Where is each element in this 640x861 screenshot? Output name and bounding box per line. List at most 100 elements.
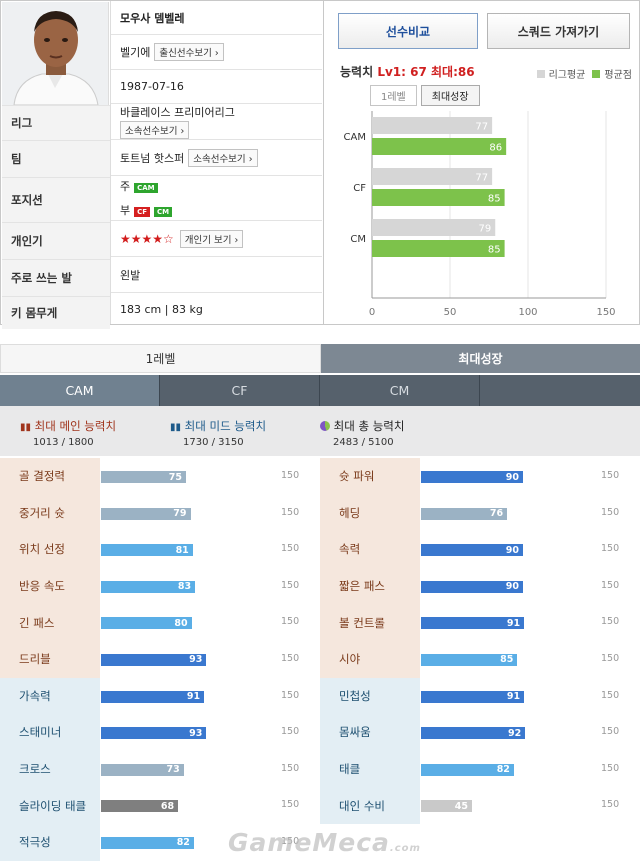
stat-row: 가속력 91 150: [0, 677, 320, 715]
bar-chart-icon: ▮▮: [170, 422, 182, 433]
stat-name: 대인 수비: [320, 787, 420, 824]
stat-name: 짧은 패스: [320, 567, 420, 605]
stat-column-left: 골 결정력 75 150 중거리 슛 79 150 위치 선정 81 150 반응 속도 83 150…: [0, 458, 320, 861]
skill-view-button[interactable]: 개인기 보기 ›: [179, 229, 244, 248]
level1-button[interactable]: 1레벨: [370, 85, 417, 106]
stat-bar-track: 91: [421, 690, 591, 703]
stat-name: 드리블: [0, 640, 100, 678]
legend-avg: 평균점: [604, 70, 632, 81]
label-team: 팀: [2, 140, 110, 177]
stat-max: 150: [281, 616, 300, 628]
tab-position-cf[interactable]: CF: [160, 375, 320, 406]
height-weight: 183 cm | 83 kg: [120, 302, 203, 316]
stat-name: 민첩성: [320, 677, 420, 715]
watermark-logo: GameMeca.com: [228, 828, 421, 857]
stat-bar-track: 93: [101, 653, 271, 666]
bar-value-label: 86: [489, 143, 502, 154]
stat-max: 150: [601, 543, 620, 555]
stat-name: 가속력: [0, 677, 100, 715]
stat-bar-track: 75: [101, 471, 271, 483]
stat-row: 태클 82 150: [320, 750, 640, 788]
stat-name: 크로스: [0, 750, 100, 788]
stat-column-right: 슛 파워 90 150 헤딩 76 150 속력 90 150 짧은 패스 90 150 볼 컨트롤 91…: [320, 458, 640, 824]
team-players-button[interactable]: 소속선수보기 ›: [188, 148, 258, 167]
tab-position-cm[interactable]: CM: [320, 375, 480, 406]
player-photo-image: [2, 2, 108, 105]
ability-panel: 선수비교 스쿼드 가져가기 능력치 Lv1: 67 최대:86 리그평균 평균점…: [323, 1, 640, 324]
tab-level1[interactable]: 1레벨: [0, 344, 321, 373]
bar-avg: [372, 240, 505, 257]
legend-swatch-avg: [592, 69, 601, 78]
bar-value-label: 79: [479, 224, 492, 235]
stat-bar-track: 45: [421, 800, 591, 813]
tab-max-growth[interactable]: 최대성장: [321, 344, 640, 373]
position-tabs: CAM CF CM: [0, 375, 640, 406]
stat-max: 150: [601, 579, 620, 591]
label-body: 키 몸무게: [2, 296, 110, 329]
stat-row: 대인 수비 45 150: [320, 787, 640, 824]
stat-bar: 79: [101, 507, 191, 520]
import-squad-button[interactable]: 스쿼드 가져가기: [487, 13, 630, 49]
nationality-players-button[interactable]: 출신선수보기 ›: [154, 43, 224, 61]
team-row: 토트넘 핫스퍼 소속선수보기 ›: [111, 140, 322, 176]
stat-bar: 82: [101, 836, 194, 849]
stat-max: 150: [601, 616, 620, 628]
ability-title-value: Lv1: 67 최대:86: [377, 65, 475, 79]
label-foot: 주로 쓰는 발: [2, 259, 110, 296]
stat-max: 150: [601, 506, 620, 518]
league-players-label: 소속선수보기: [125, 126, 178, 137]
bar-league-avg: [372, 168, 493, 185]
x-tick-label: 100: [518, 307, 537, 318]
stat-row: 반응 속도 83 150: [0, 567, 320, 605]
summary-mid-label: 최대 미드 능력치: [184, 419, 267, 433]
stat-name: 긴 패스: [0, 604, 100, 641]
stat-max: 150: [601, 470, 620, 481]
stat-max: 150: [281, 762, 300, 774]
summary-main: ▮▮ 최대 메인 능력치 1013 / 1800: [20, 418, 116, 448]
label-popularity: 개인기: [2, 222, 110, 259]
ability-title: 능력치 Lv1: 67 최대:86: [340, 63, 475, 80]
label-position: 포지션: [2, 177, 110, 222]
stat-name: 속력: [320, 531, 420, 568]
position-tag: CF: [134, 207, 151, 217]
main-position-label: 주: [120, 180, 131, 193]
stat-max: 150: [281, 835, 300, 847]
stat-bar-track: 93: [101, 727, 271, 740]
stat-bar-track: 90: [421, 544, 591, 557]
bar-value-label: 85: [488, 194, 501, 205]
stat-bar: 83: [101, 580, 196, 593]
stat-bar-track: 80: [101, 617, 271, 630]
info-labels: 리그 팀 포지션 개인기 주로 쓰는 발 키 몸무게: [2, 105, 110, 329]
sub-position-label: 부: [120, 204, 131, 217]
popularity-row: ★★★★☆ 개인기 보기 ›: [111, 221, 322, 257]
summary-main-label: 최대 메인 능력치: [34, 419, 117, 433]
compare-player-button[interactable]: 선수비교: [338, 13, 478, 49]
stat-bar-track: 91: [421, 617, 591, 630]
stat-bar-track: 82: [421, 763, 591, 776]
stat-row: 속력 90 150: [320, 531, 640, 568]
league-players-button[interactable]: 소속선수보기 ›: [120, 121, 190, 139]
player-name: 모우사 뎀벨레: [111, 1, 322, 35]
level-toggle: 1레벨 최대성장: [370, 85, 480, 106]
summary-main-value: 1013 / 1800: [33, 437, 94, 448]
stat-row: 슬라이딩 태클 68 150: [0, 787, 320, 824]
team-name: 토트넘 핫스퍼: [120, 151, 185, 165]
stat-row: 민첩성 91 150: [320, 677, 640, 715]
summary-total: 최대 총 능력치 2483 / 5100: [320, 418, 404, 448]
stat-bar-track: 83: [101, 580, 271, 593]
stat-bar-track: 81: [101, 544, 271, 557]
ability-title-prefix: 능력치: [340, 65, 374, 79]
team-players-label: 소속선수보기: [193, 153, 246, 165]
stat-name: 위치 선정: [0, 531, 100, 568]
stat-row: 드리블 93 150: [0, 640, 320, 678]
summary-mid-value: 1730 / 3150: [183, 437, 244, 448]
stat-bar-track: 82: [101, 836, 271, 849]
stat-bar: 45: [421, 800, 472, 813]
stat-bar-track: 90: [421, 580, 591, 593]
tab-position-cam[interactable]: CAM: [0, 375, 160, 406]
stat-row: 몸싸움 92 150: [320, 714, 640, 751]
stat-bar: 80: [101, 617, 192, 630]
category-label: CM: [350, 234, 366, 245]
category-label: CAM: [344, 132, 366, 143]
max-growth-button[interactable]: 최대성장: [420, 85, 480, 106]
